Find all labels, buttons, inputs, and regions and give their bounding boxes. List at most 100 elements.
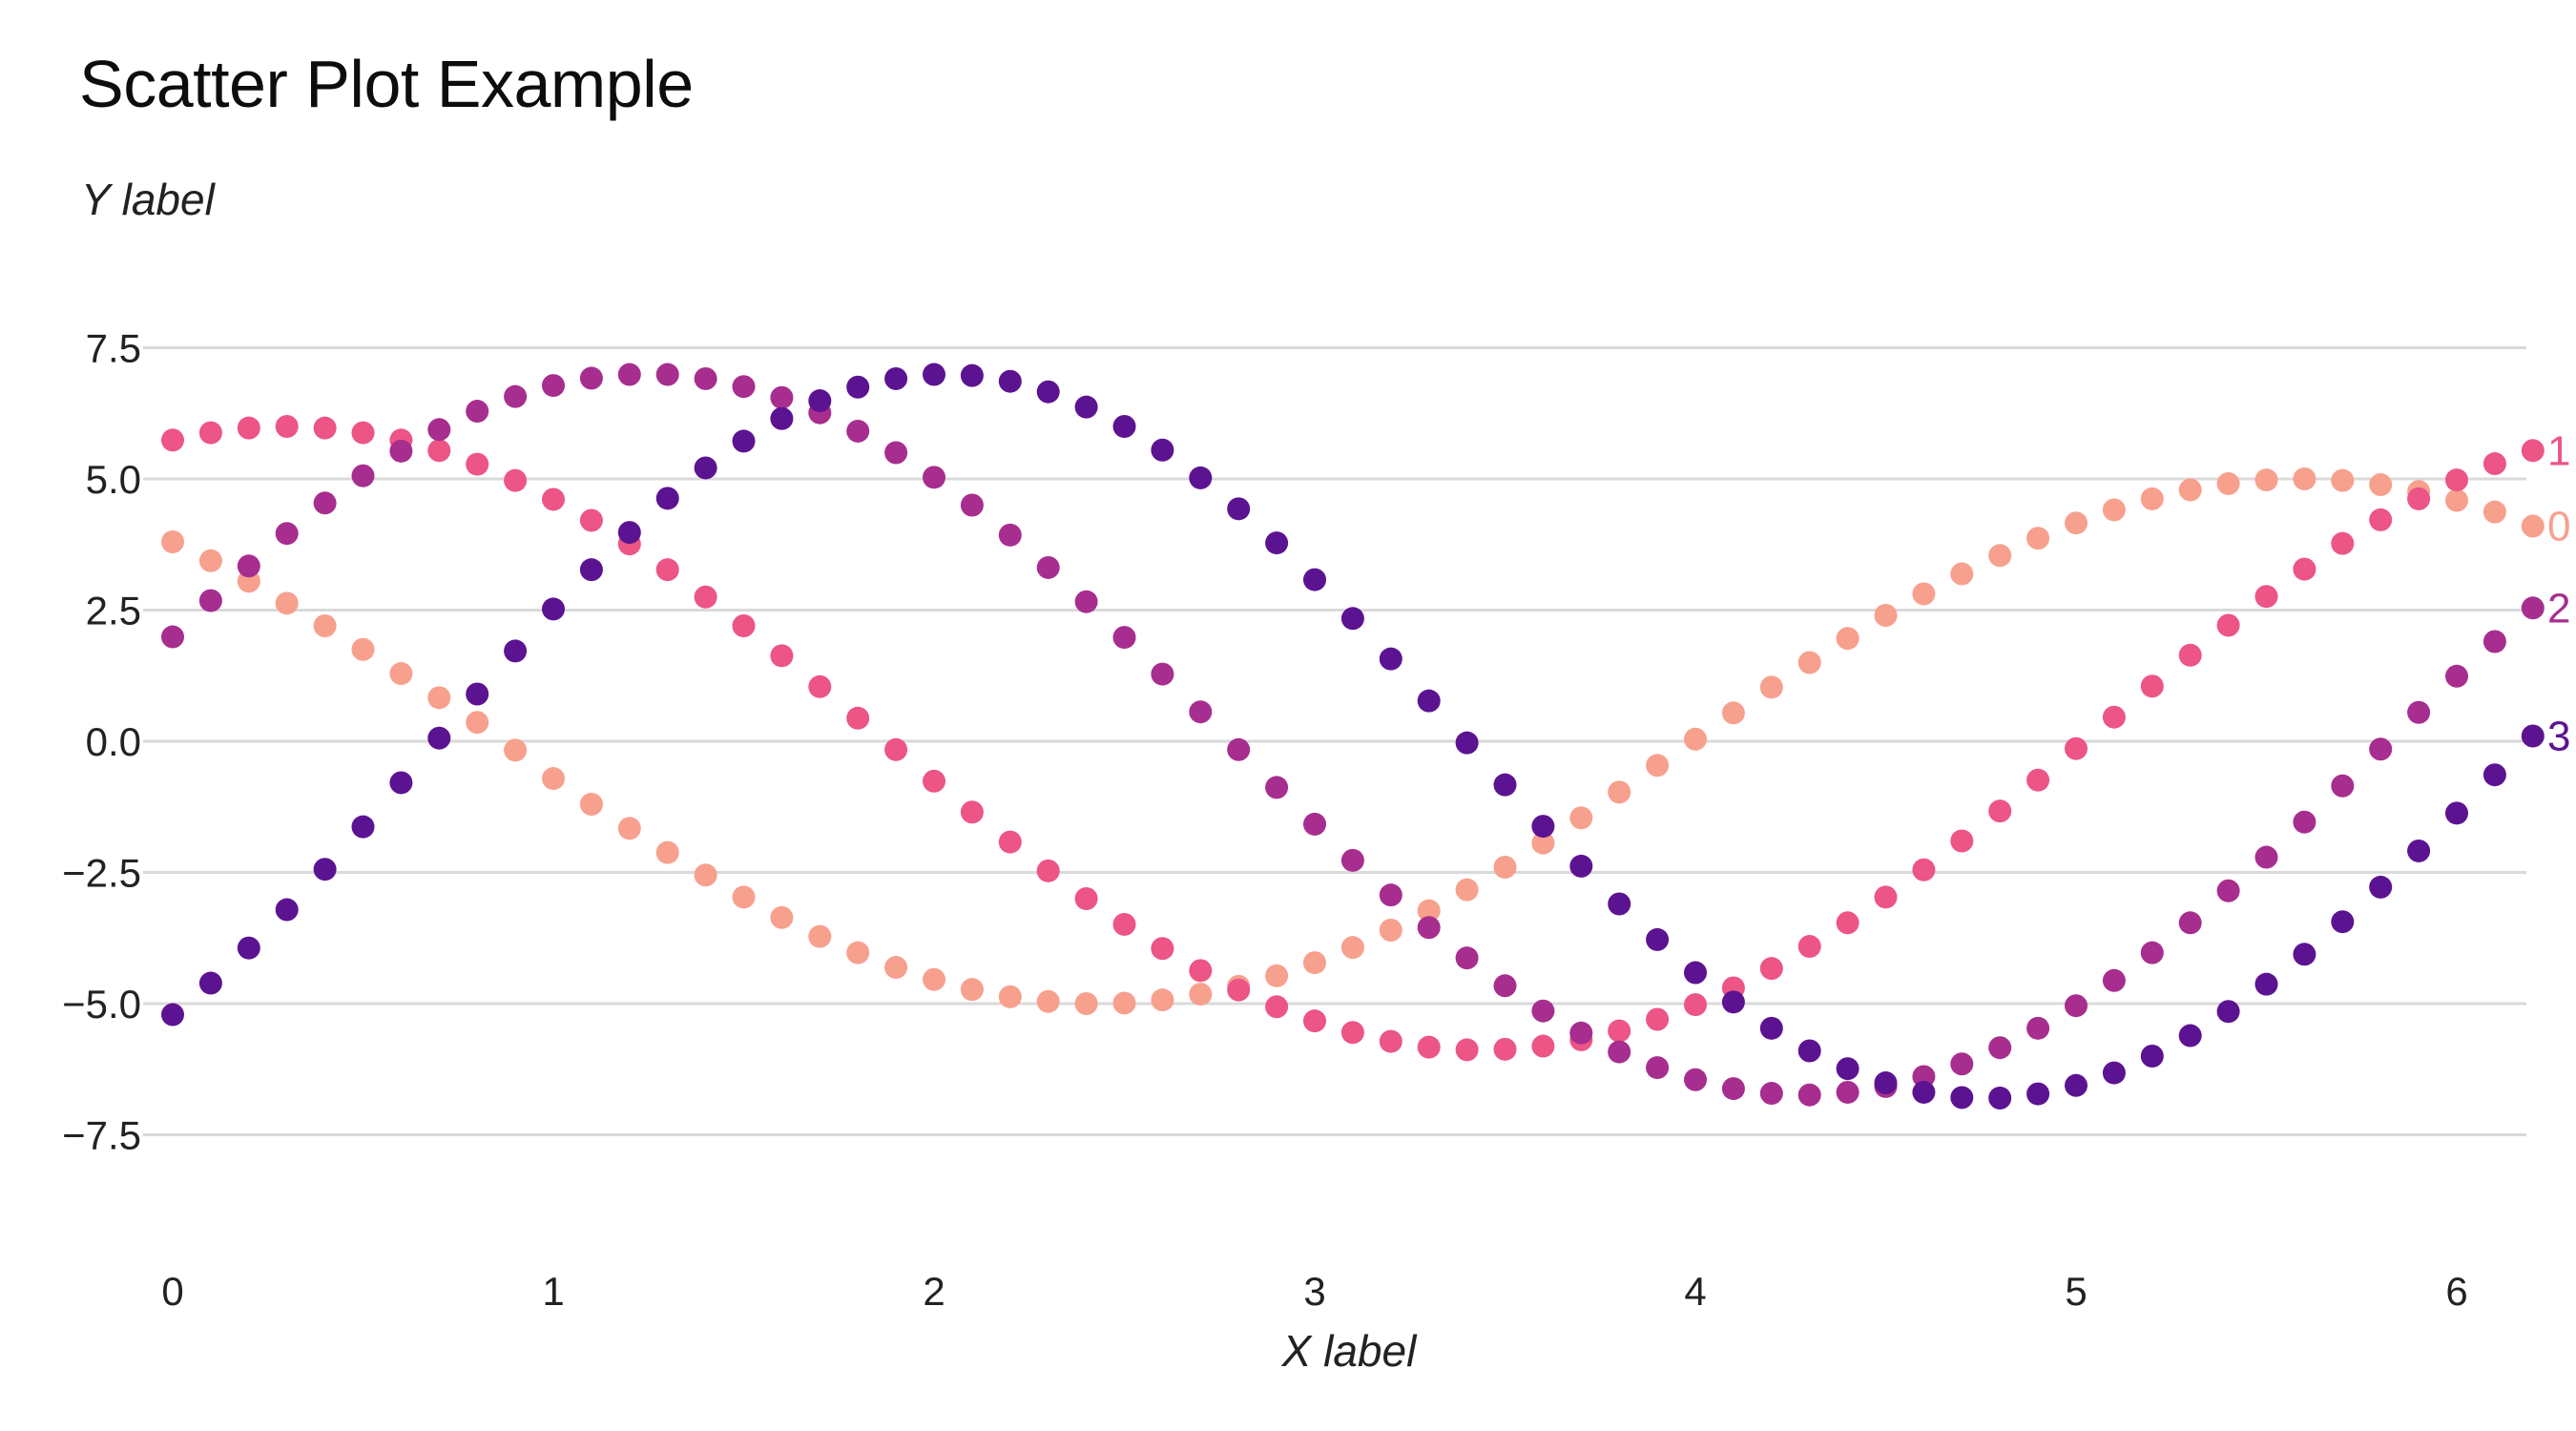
data-point xyxy=(1684,727,1707,751)
y-tick-label: −7.5 xyxy=(62,1113,141,1158)
data-point xyxy=(2102,1061,2126,1085)
data-point xyxy=(1227,978,1251,1002)
data-point xyxy=(198,549,222,572)
data-point xyxy=(1189,700,1213,724)
data-point xyxy=(960,363,984,387)
series-label: 0 xyxy=(2547,504,2570,550)
series-label: 3 xyxy=(2547,714,2570,760)
data-point xyxy=(1836,911,1859,935)
data-point xyxy=(655,487,679,510)
data-point xyxy=(1988,1087,2012,1110)
data-point xyxy=(1151,937,1174,961)
data-point xyxy=(2065,511,2088,535)
data-point xyxy=(960,493,984,517)
data-point xyxy=(1912,582,1936,606)
data-point xyxy=(1608,1040,1631,1064)
data-point xyxy=(808,924,832,948)
data-point xyxy=(2026,527,2050,550)
data-point xyxy=(1227,497,1251,521)
data-point xyxy=(1189,983,1213,1006)
data-point xyxy=(1455,731,1479,755)
data-point xyxy=(1646,1007,1670,1031)
data-point xyxy=(1646,927,1670,951)
data-point xyxy=(161,428,184,452)
y-tick-label: 0.0 xyxy=(86,719,141,764)
data-point xyxy=(1036,555,1060,579)
series-label: 2 xyxy=(2547,585,2570,632)
data-point xyxy=(1151,438,1174,462)
data-point xyxy=(1112,991,1136,1015)
data-point xyxy=(2178,643,2202,667)
data-point xyxy=(2407,487,2431,510)
data-point xyxy=(998,523,1022,547)
data-point xyxy=(2254,585,2278,609)
data-point xyxy=(732,375,756,399)
data-point xyxy=(1455,946,1479,970)
data-point xyxy=(655,363,679,386)
data-point xyxy=(504,468,528,492)
data-point xyxy=(2216,471,2240,495)
data-point xyxy=(2445,468,2468,492)
data-point xyxy=(1759,1016,1783,1040)
data-point xyxy=(2178,1024,2202,1047)
data-point xyxy=(466,400,489,424)
data-point xyxy=(1493,974,1517,998)
data-point xyxy=(2140,941,2164,964)
data-point xyxy=(770,385,794,409)
data-point xyxy=(1569,806,1593,830)
data-point xyxy=(161,625,184,649)
data-point xyxy=(846,419,870,443)
data-point xyxy=(846,941,870,964)
data-point xyxy=(2521,596,2545,620)
data-point xyxy=(2331,774,2355,798)
data-point xyxy=(2369,875,2393,899)
data-point xyxy=(1721,701,1745,725)
data-point xyxy=(1797,935,1821,959)
data-point xyxy=(770,406,794,430)
data-point xyxy=(2521,724,2545,748)
data-point xyxy=(884,366,908,390)
data-point xyxy=(960,800,984,824)
data-point xyxy=(884,441,908,465)
data-point xyxy=(1151,662,1174,686)
data-point xyxy=(2140,1045,2164,1068)
x-tick-label: 0 xyxy=(161,1269,183,1314)
data-point xyxy=(770,905,794,929)
y-tick-label: −5.0 xyxy=(62,982,141,1027)
data-point xyxy=(466,682,489,706)
x-tick-label: 5 xyxy=(2065,1269,2087,1314)
series-label: 1 xyxy=(2547,427,2570,474)
data-point xyxy=(2483,763,2506,787)
data-point xyxy=(161,1003,184,1027)
data-point xyxy=(579,793,603,816)
data-point xyxy=(1074,887,1098,910)
data-point xyxy=(1340,607,1364,631)
data-point xyxy=(923,363,945,386)
data-point xyxy=(846,375,870,399)
data-point xyxy=(389,771,413,795)
data-point xyxy=(1684,1068,1707,1091)
x-axis-label: X label xyxy=(1281,1326,1418,1376)
data-point xyxy=(1303,951,1326,975)
data-point xyxy=(389,662,413,686)
data-point xyxy=(2026,768,2050,792)
data-point xyxy=(427,726,451,750)
data-point xyxy=(1265,776,1289,799)
data-point xyxy=(237,416,260,440)
data-point xyxy=(427,686,451,710)
data-point xyxy=(198,421,222,445)
data-point xyxy=(275,415,299,438)
data-point xyxy=(2178,911,2202,935)
data-point xyxy=(351,637,375,661)
data-point xyxy=(2521,514,2545,538)
data-point xyxy=(1455,878,1479,902)
data-point xyxy=(1759,1082,1783,1106)
data-point xyxy=(2293,557,2316,581)
data-point xyxy=(1340,1021,1364,1045)
data-point xyxy=(1836,1080,1859,1104)
data-point xyxy=(1493,856,1517,879)
data-point xyxy=(1874,885,1898,909)
x-tick-label: 4 xyxy=(1684,1269,1706,1314)
data-point xyxy=(2331,910,2355,934)
